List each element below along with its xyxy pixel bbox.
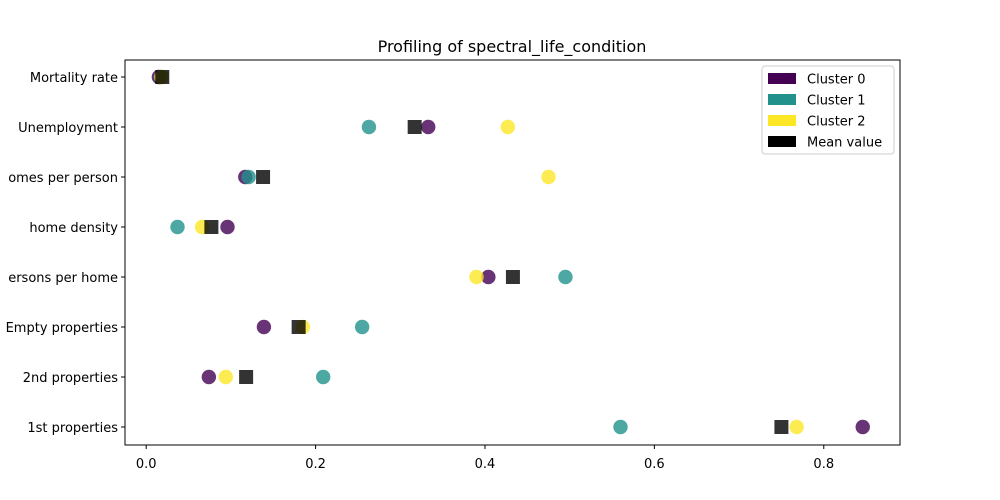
data-point	[469, 269, 484, 285]
mean-point	[774, 420, 789, 434]
data-point	[541, 169, 556, 185]
mean-point	[291, 320, 306, 334]
legend-swatch	[768, 136, 796, 147]
series-cluster-0	[151, 69, 870, 435]
legend-label: Cluster 0	[807, 73, 866, 88]
legend-swatch	[768, 115, 796, 126]
data-point	[220, 219, 235, 235]
x-tick-label: 0.8	[813, 457, 834, 472]
data-point	[170, 219, 185, 235]
y-tick-label: ersons per home	[8, 271, 118, 286]
plot-frame	[124, 59, 901, 446]
plot-area	[124, 59, 901, 446]
legend-label: Mean value	[807, 136, 882, 151]
mean-point	[407, 120, 422, 134]
data-point	[201, 369, 217, 385]
legend-label: Cluster 2	[807, 115, 866, 130]
y-axis: Mortality rate Unemployment omes per perso…	[6, 71, 125, 436]
data-point	[256, 319, 272, 335]
data-point	[481, 269, 496, 285]
data-point	[558, 269, 573, 285]
mean-point	[155, 70, 170, 84]
y-tick-label: 2nd properties	[23, 371, 118, 386]
x-axis: 0.0 0.2 0.4 0.6 0.8	[136, 445, 834, 472]
legend-swatch	[768, 94, 796, 105]
legend: Cluster 0 Cluster 1 Cluster 2 Mean value	[761, 65, 895, 155]
legend-label: Cluster 1	[807, 94, 866, 109]
data-point	[421, 119, 436, 135]
data-points	[151, 69, 870, 435]
x-tick-label: 0.2	[305, 457, 326, 472]
mean-point	[204, 220, 219, 234]
chart-title: Profiling of spectral_life_condition	[378, 37, 647, 57]
y-tick-label: home density	[29, 221, 118, 236]
data-point	[241, 169, 256, 185]
legend-swatch	[768, 73, 796, 84]
x-tick-label: 0.6	[644, 457, 665, 472]
data-point	[315, 369, 331, 385]
legend-box	[761, 65, 895, 155]
data-point	[361, 119, 377, 135]
data-point	[855, 419, 870, 435]
data-point	[500, 119, 516, 135]
data-point	[354, 319, 370, 335]
y-tick-label: omes per person	[8, 171, 118, 186]
series-mean-value	[155, 70, 789, 434]
y-tick-label: Empty properties	[6, 321, 119, 336]
x-tick-label: 0.0	[136, 457, 157, 472]
mean-point	[256, 170, 271, 184]
x-tick-label: 0.4	[475, 457, 496, 472]
y-tick-label: 1st properties	[27, 421, 118, 436]
y-tick-label: Unemployment	[18, 121, 118, 136]
data-point	[789, 419, 804, 435]
mean-point	[239, 370, 254, 384]
y-tick-label: Mortality rate	[30, 71, 118, 86]
mean-point	[505, 270, 520, 284]
data-point	[613, 419, 628, 435]
data-point	[218, 369, 233, 385]
